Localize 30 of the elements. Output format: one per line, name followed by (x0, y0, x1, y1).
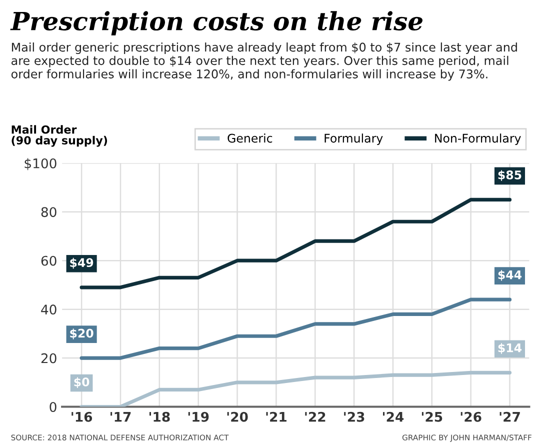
y-tick-label: 60 (41, 256, 56, 266)
data-label: $44 (498, 270, 522, 281)
x-tick-label: '22 (305, 412, 326, 422)
x-tick-label: '21 (266, 412, 286, 422)
x-tick-label: '27 (500, 412, 520, 422)
legend-label: Non-Formulary (435, 134, 521, 145)
legend-label: Formulary (324, 134, 383, 145)
legend-label: Generic (228, 134, 272, 143)
y-tick-label: $100 (24, 158, 56, 170)
x-tick-label: '16 (72, 412, 92, 422)
y-tick-label: 80 (41, 207, 56, 218)
x-tick-label: '26 (460, 412, 482, 422)
y-tick-label: 40 (41, 304, 56, 315)
data-label: $85 (498, 170, 522, 181)
y-tick-label: 20 (41, 353, 56, 364)
chart-subtitle: Mail order generic prescriptions have already leapt from $0 to $7 since last year and are expected to double to $14 over the next ten years. Over this same period, mail order formularies will increase 120%, and non-formularies will increase by 73%. (11, 42, 517, 81)
x-tick-label: '25 (422, 412, 442, 422)
chart-title: Prescription costs on the rise (10, 11, 422, 36)
y-axis-title: Mail Order (90 day supply) (12, 125, 108, 147)
data-label: $14 (498, 343, 522, 354)
data-label: $20 (70, 328, 94, 340)
data-label: $49 (70, 258, 94, 269)
y-tick-label: 0 (50, 402, 56, 412)
x-tick-label: '20 (227, 412, 248, 422)
data-label: $0 (74, 377, 90, 388)
x-tick-label: '18 (149, 412, 170, 422)
x-tick-label: '23 (344, 412, 364, 422)
x-tick-label: '19 (188, 412, 209, 422)
x-tick-label: '17 (110, 412, 131, 422)
x-tick-label: '24 (383, 412, 404, 422)
